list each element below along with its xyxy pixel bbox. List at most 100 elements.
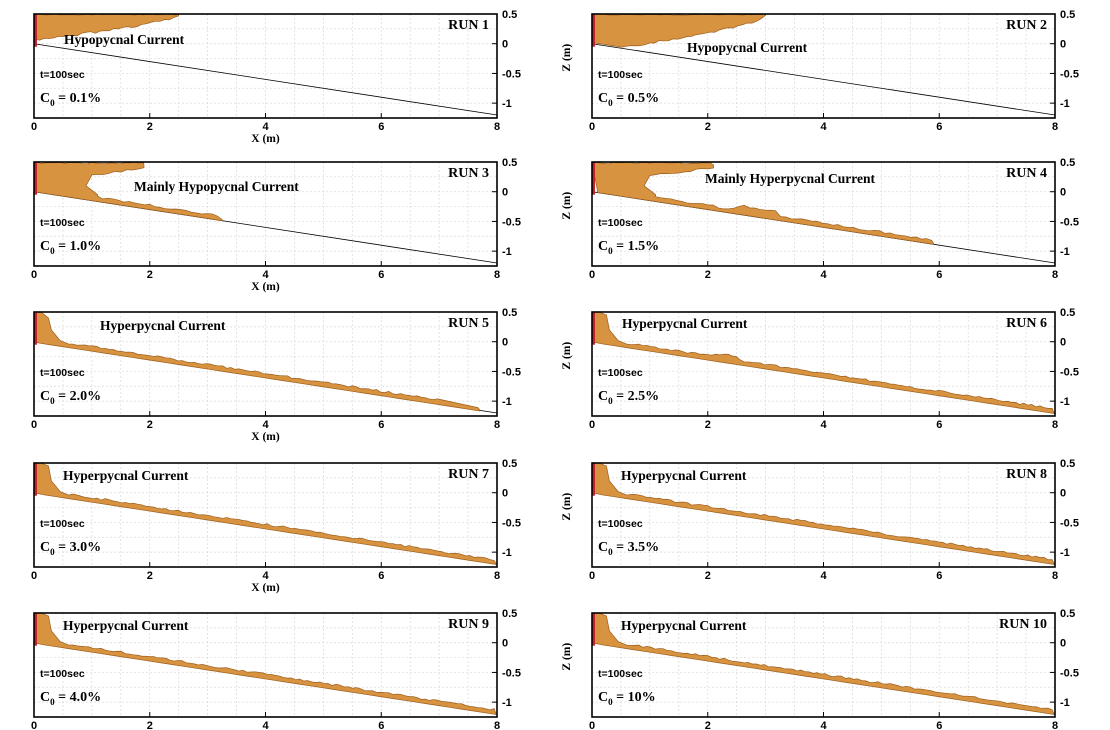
y-tick-label: 0 [502,39,508,51]
x-tick-label: 6 [936,720,942,730]
x-tick-label: 0 [31,419,37,431]
regime-label: Hyperpycnal Current [100,318,226,333]
x-tick-label: 4 [262,720,269,730]
inlet-marker [34,312,37,345]
time-label: t=100sec [598,217,643,229]
current-surface [33,311,480,412]
inlet-marker [34,463,37,496]
y-axis-label: Z (m) [561,643,573,671]
concentration-value: = 1.0% [55,239,101,254]
y-tick-label: -1 [502,547,512,559]
y-tick-label: -0.5 [502,366,521,378]
y-axis-label: Z (m) [561,493,573,521]
run-title: RUN 5 [448,316,489,331]
x-tick-label: 2 [705,121,711,133]
concentration-subscript: 0 [608,396,613,406]
time-label: t=100sec [598,367,643,379]
y-tick-label: 0 [1060,337,1066,349]
inlet-marker [34,613,37,646]
x-axis-label: X (m) [251,431,280,443]
inlet-marker [592,463,595,496]
x-tick-label: 2 [147,570,153,582]
x-axis-label: X (m) [251,281,280,293]
current-surface [33,462,497,565]
concentration-subscript: 0 [608,98,613,108]
concentration-value: = 2.5% [613,389,659,404]
x-tick-label: 8 [1052,269,1058,281]
regime-label: Hyperpycnal Current [63,618,189,633]
y-tick-label: 0 [1060,488,1066,500]
current-surface [591,311,1055,414]
x-tick-label: 0 [589,570,595,582]
time-label: t=100sec [40,668,85,680]
concentration-value: = 0.1% [55,91,101,106]
x-tick-label: 6 [378,570,384,582]
x-tick-label: 6 [936,121,942,133]
concentration-value: = 1.5% [613,239,659,254]
panel-run-9: 0 2 4 6 8 0.5 0 -0.5 -1 RUN 9 Hyperpycnal Current t… [31,608,521,730]
concentration-value: = 4.0% [55,690,101,705]
time-label: t=100sec [40,367,85,379]
x-tick-label: 4 [820,720,827,730]
x-tick-label: 8 [1052,419,1058,431]
panel-run-8: 0 2 4 6 8 0.5 0 -0.5 -1 RUN 8 Hyperpycnal Current t… [561,458,1079,582]
concentration-symbol: C [598,540,608,555]
y-axis-label: Z (m) [561,342,573,370]
panel-run-2: 0 2 4 6 8 0.5 0 -0.5 -1 RUN 2 Hypopycnal Current t=… [561,9,1079,133]
x-tick-label: 0 [31,720,37,730]
concentration-symbol: C [598,239,608,254]
y-axis-label: Z (m) [561,44,573,72]
concentration-value: = 3.5% [613,540,659,555]
x-tick-label: 4 [262,269,269,281]
panel-run-5: 0 2 4 6 8 0.5 0 -0.5 -1 RUN 5 Hyperpycnal Current t… [31,307,521,443]
panel-run-6: 0 2 4 6 8 0.5 0 -0.5 -1 RUN 6 Hyperpycnal Current t… [561,307,1079,431]
concentration-subscript: 0 [50,547,55,557]
concentration-value: = 2.0% [55,389,101,404]
x-tick-label: 8 [494,419,500,431]
y-tick-label: -0.5 [502,667,521,679]
y-tick-label: -0.5 [1060,517,1079,529]
y-tick-label: 0.5 [502,307,517,319]
concentration-label: C0 = 3.0% [40,540,101,557]
y-tick-label: 0 [1060,39,1066,51]
regime-label: Mainly Hypopycnal Current [134,179,299,194]
concentration-label: C0 = 3.5% [598,540,659,557]
y-tick-label: -1 [1060,697,1070,709]
x-tick-label: 2 [705,269,711,281]
time-label: t=100sec [598,668,643,680]
y-tick-label: -1 [502,697,512,709]
y-tick-label: 0.5 [1060,458,1075,470]
current-surface [591,612,1055,715]
x-tick-label: 0 [589,269,595,281]
concentration-symbol: C [40,389,50,404]
x-tick-label: 0 [589,121,595,133]
run-title: RUN 2 [1006,18,1047,33]
concentration-subscript: 0 [50,246,55,256]
x-tick-label: 8 [1052,570,1058,582]
inlet-marker [592,162,595,195]
time-label: t=100sec [40,217,85,229]
x-tick-label: 4 [820,570,827,582]
y-tick-label: -0.5 [1060,68,1079,80]
x-tick-label: 8 [494,570,500,582]
y-tick-label: 0.5 [1060,157,1075,169]
concentration-subscript: 0 [608,697,613,707]
x-tick-label: 4 [262,121,269,133]
bed-slope-line [591,43,1056,116]
y-tick-label: -0.5 [502,68,521,80]
concentration-subscript: 0 [608,547,613,557]
time-label: t=100sec [598,518,643,530]
concentration-symbol: C [40,239,50,254]
concentration-label: C0 = 1.5% [598,239,659,256]
concentration-symbol: C [40,91,50,106]
bed-slope-line [33,43,498,116]
y-tick-label: 0.5 [1060,608,1075,620]
y-tick-label: -0.5 [1060,667,1079,679]
y-tick-label: -1 [1060,547,1070,559]
x-tick-label: 0 [589,720,595,730]
inlet-marker [592,312,595,345]
y-tick-label: 0.5 [502,157,517,169]
panel-run-10: 0 2 4 6 8 0.5 0 -0.5 -1 RUN 10 Hyperpycnal Current… [561,608,1079,730]
x-tick-label: 0 [589,419,595,431]
x-tick-label: 6 [378,419,384,431]
